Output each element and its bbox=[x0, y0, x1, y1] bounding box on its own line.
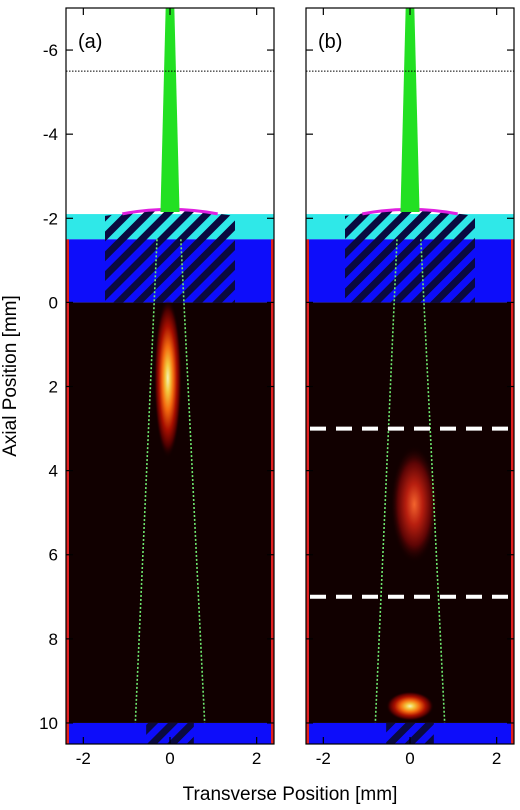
cuvette-edge-right bbox=[271, 239, 274, 744]
x-axis-tick-labels: -2 0 2 -2 0 2 bbox=[76, 749, 502, 768]
panel-label: (b) bbox=[318, 31, 342, 53]
emission-glow bbox=[153, 298, 182, 459]
y-tick-label: 8 bbox=[49, 630, 58, 649]
x-tick-label: 0 bbox=[165, 749, 174, 768]
lens-hatch bbox=[105, 210, 235, 303]
x-tick-label: 2 bbox=[492, 749, 501, 768]
cuvette-edge-left bbox=[306, 239, 309, 744]
cone-line-right bbox=[180, 239, 206, 724]
y-axis-tick-labels: -6 -4 -2 0 2 4 6 8 10 bbox=[39, 41, 58, 733]
panel-a: (a) bbox=[65, 7, 275, 745]
y-tick-label: 6 bbox=[49, 546, 58, 565]
emission-glow bbox=[390, 445, 439, 564]
y-tick-label: 4 bbox=[49, 462, 58, 481]
x-tick-label: 2 bbox=[252, 749, 261, 768]
panel-label: (a) bbox=[78, 31, 102, 53]
y-tick-label: -6 bbox=[43, 41, 58, 60]
x-axis-title: Transverse Position [mm] bbox=[183, 784, 398, 805]
laser-beam bbox=[400, 8, 420, 212]
y-tick-label: 2 bbox=[49, 378, 58, 397]
panel-b-contents bbox=[306, 8, 514, 744]
y-tick-label: 10 bbox=[39, 714, 58, 733]
panel-b: (b) bbox=[305, 7, 515, 745]
cuvette-edge-left bbox=[66, 239, 69, 744]
cone-line-left bbox=[134, 239, 158, 724]
panel-a-contents bbox=[66, 8, 274, 744]
cuvette-edge-right bbox=[511, 239, 514, 744]
x-tick-label: -2 bbox=[316, 749, 331, 768]
lens-hatch bbox=[345, 210, 475, 303]
laser-beam bbox=[160, 8, 180, 212]
x-tick-label: 0 bbox=[405, 749, 414, 768]
y-tick-label: -4 bbox=[43, 125, 58, 144]
y-tick-label: 0 bbox=[49, 293, 58, 312]
cone-line-left bbox=[374, 239, 398, 724]
y-tick-label: -2 bbox=[43, 209, 58, 228]
bottom-hatch bbox=[146, 722, 194, 744]
emission-glow bbox=[386, 691, 434, 721]
x-tick-label: -2 bbox=[76, 749, 91, 768]
cone-line-right bbox=[420, 239, 446, 724]
y-axis-title: Axial Position [mm] bbox=[0, 295, 21, 457]
bottom-hatch bbox=[386, 722, 434, 744]
